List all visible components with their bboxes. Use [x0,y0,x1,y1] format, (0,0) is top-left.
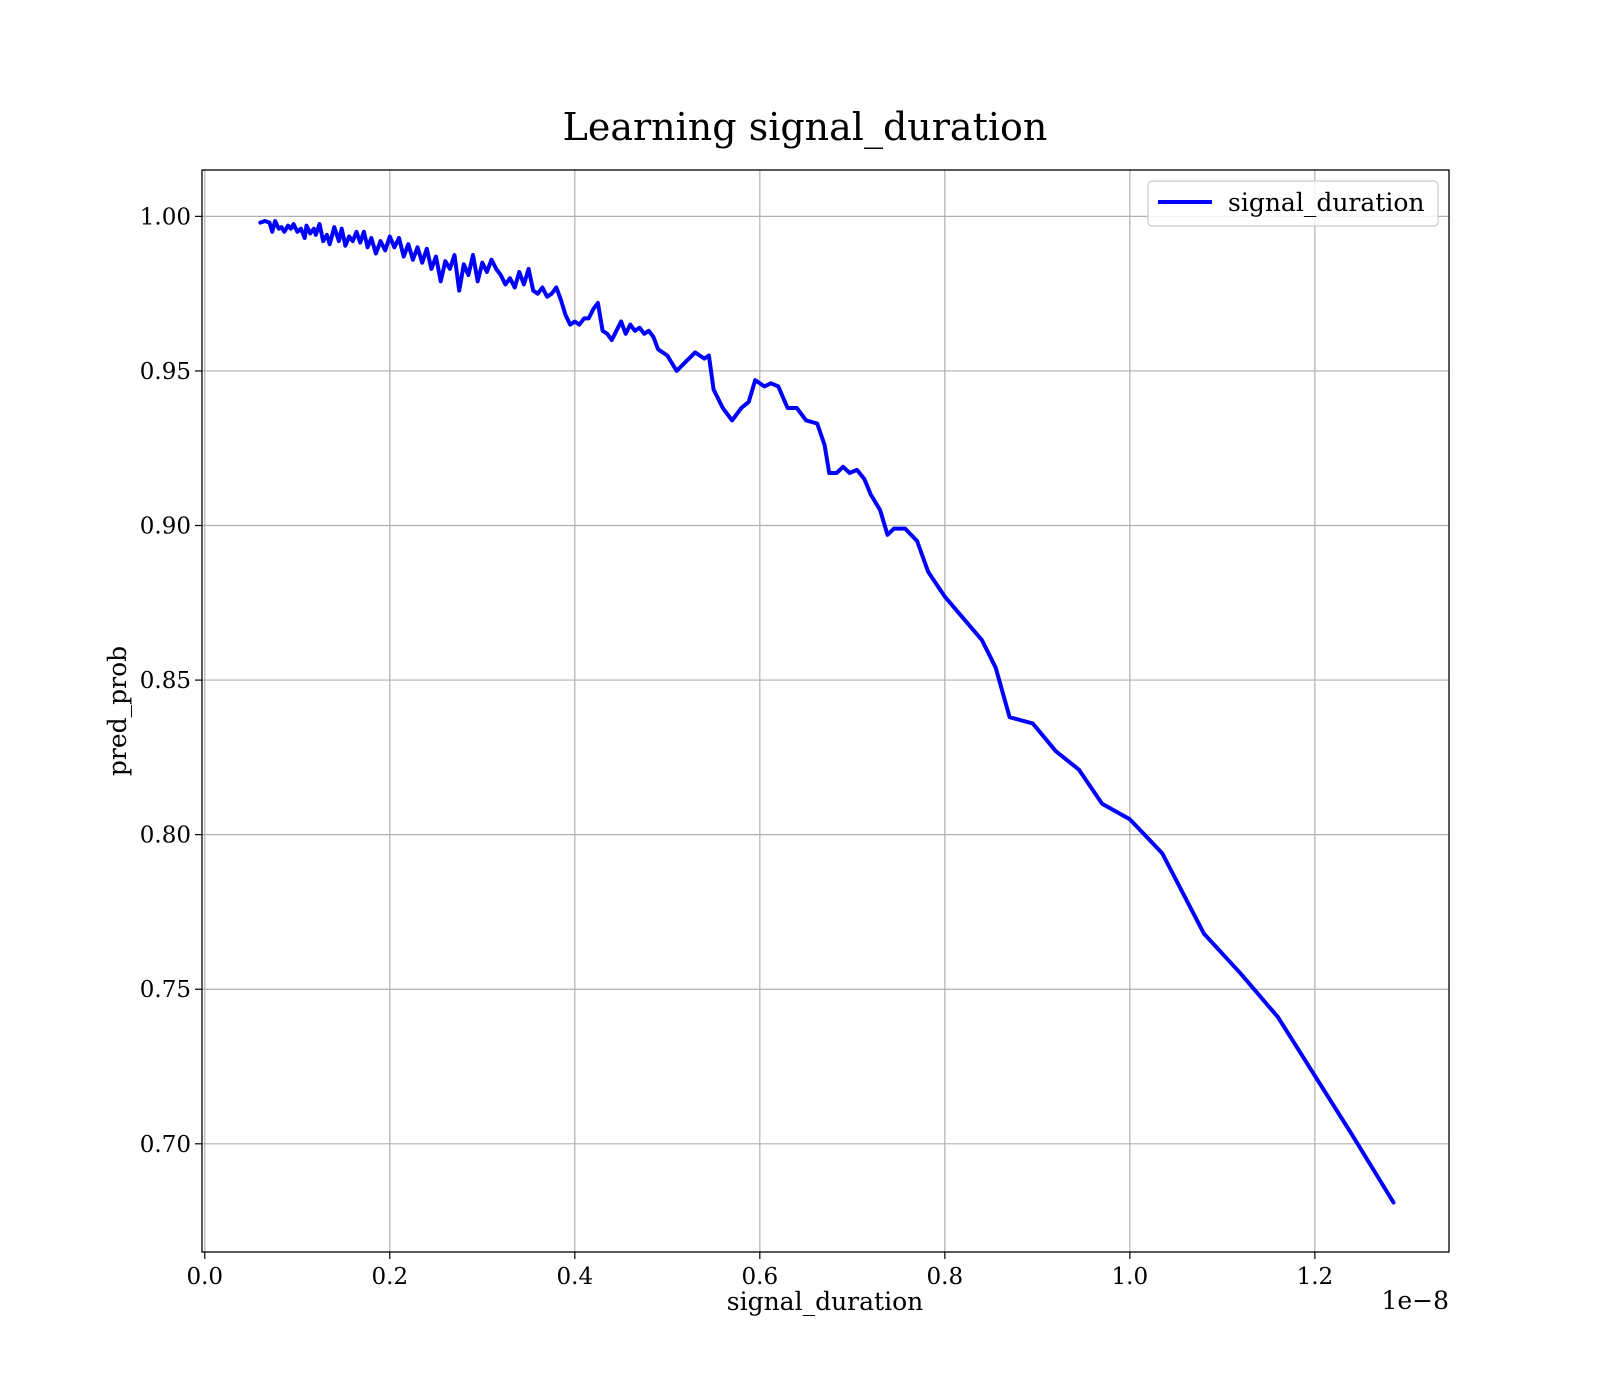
y-tick-label: 0.70 [140,1132,191,1158]
x-axis: 0.0 0.2 0.4 0.6 0.8 1.0 1.2 [186,1252,1333,1290]
y-axis: 0.70 0.75 0.80 0.85 0.90 0.95 1.00 [140,204,202,1158]
plot-frame [201,169,1450,1253]
legend-box [1147,180,1439,227]
y-tick-label: 0.75 [140,977,191,1003]
x-tick-label: 1.0 [1112,1264,1149,1290]
y-axis-label: pred_prob [103,646,132,776]
x-tick-label: 0.2 [372,1264,409,1290]
y-tick-label: 0.90 [140,514,191,540]
x-tick-label: 1.2 [1297,1264,1334,1290]
x-offset-label: 1e−8 [1381,1286,1449,1315]
x-tick-label: 0.6 [742,1264,779,1290]
grid [202,170,1449,1252]
y-tick-label: 0.85 [140,668,191,694]
chart-title: Learning signal_duration [563,105,1048,150]
x-tick-label: 0.4 [557,1264,594,1290]
x-axis-label: signal_duration [727,1287,923,1316]
x-tick-label: 0.8 [927,1264,964,1290]
legend: signal_duration [1147,180,1439,227]
y-tick-label: 1.00 [140,204,191,230]
legend-label: signal_duration [1228,188,1424,217]
y-tick-label: 0.95 [140,359,191,385]
y-tick-label: 0.80 [140,823,191,849]
series-line [258,219,1396,1205]
x-tick-label: 0.0 [186,1264,223,1290]
plot-area [258,219,1396,1205]
